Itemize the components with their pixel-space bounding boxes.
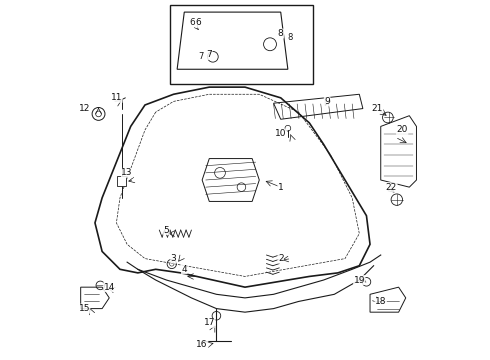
Text: 5: 5 xyxy=(164,225,169,234)
Text: 16: 16 xyxy=(196,340,208,349)
Text: 8: 8 xyxy=(288,33,293,42)
Text: 9: 9 xyxy=(324,97,330,106)
Text: 1: 1 xyxy=(278,183,284,192)
Text: 19: 19 xyxy=(354,275,365,284)
Text: 8: 8 xyxy=(278,29,284,38)
Text: 21: 21 xyxy=(371,104,383,113)
Text: 7: 7 xyxy=(206,50,212,59)
Text: 20: 20 xyxy=(396,126,408,135)
Text: 18: 18 xyxy=(375,297,387,306)
Text: 15: 15 xyxy=(78,304,90,313)
Text: 6: 6 xyxy=(196,18,201,27)
FancyBboxPatch shape xyxy=(118,176,126,186)
Text: 10: 10 xyxy=(275,129,287,138)
Text: 22: 22 xyxy=(386,183,397,192)
Text: 11: 11 xyxy=(111,93,122,102)
Text: 7: 7 xyxy=(198,52,204,61)
Text: 3: 3 xyxy=(171,254,176,263)
Text: 2: 2 xyxy=(278,254,284,263)
Text: 4: 4 xyxy=(181,265,187,274)
Text: 6: 6 xyxy=(190,18,198,30)
Text: 12: 12 xyxy=(78,104,90,113)
Text: 13: 13 xyxy=(122,168,133,177)
Text: 17: 17 xyxy=(203,318,215,327)
FancyBboxPatch shape xyxy=(170,5,313,84)
Text: 14: 14 xyxy=(103,283,115,292)
